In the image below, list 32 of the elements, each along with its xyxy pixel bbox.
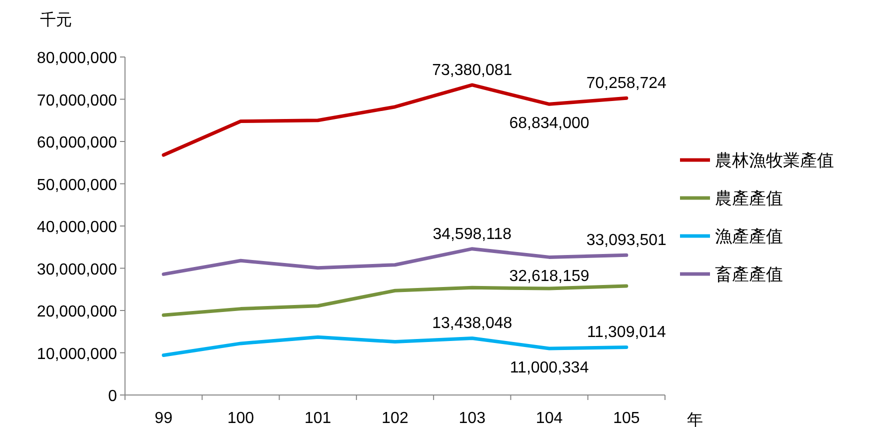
y-tick-label: 0 [108, 388, 118, 405]
y-tick-label: 40,000,000 [36, 219, 118, 236]
data-label: 70,258,724 [586, 75, 667, 92]
data-label: 33,093,501 [586, 232, 667, 250]
legend-label: 畜產產值 [715, 265, 783, 284]
x-axis-title: 年 [687, 412, 703, 427]
data-label: 32,618,159 [509, 268, 590, 286]
y-tick-label: 50,000,000 [36, 176, 118, 194]
y-tick-label: 80,000,000 [36, 50, 118, 67]
x-tick-label: 105 [613, 410, 640, 427]
line-series [162, 284, 628, 317]
y-tick-label: 20,000,000 [36, 304, 118, 320]
legend-label: 農產產值 [715, 189, 783, 208]
x-tick-label: 101 [304, 410, 332, 427]
x-tick-label: 103 [458, 410, 486, 427]
legend-label: 漁產產值 [715, 227, 783, 246]
y-tick-label: 30,000,000 [36, 261, 118, 278]
data-label: 34,598,118 [432, 226, 512, 243]
x-tick-label: 100 [227, 410, 254, 427]
data-label: 73,380,081 [432, 62, 512, 79]
legend-label: 農林漁牧業產值 [715, 151, 834, 170]
data-label: 13,438,048 [432, 315, 512, 332]
x-tick-label: 104 [536, 410, 563, 427]
data-label: 11,000,334 [510, 360, 589, 377]
y-tick-label: 60,000,000 [36, 134, 118, 152]
data-label: 11,309,014 [586, 324, 666, 342]
x-tick-label: 102 [382, 410, 408, 427]
data-label: 68,834,000 [509, 115, 590, 132]
y-tick-label: 70,000,000 [36, 92, 118, 110]
y-tick-label: 10,000,000 [36, 346, 118, 363]
y-axis-title: 千元 [40, 11, 72, 29]
x-tick-label: 99 [154, 410, 173, 427]
